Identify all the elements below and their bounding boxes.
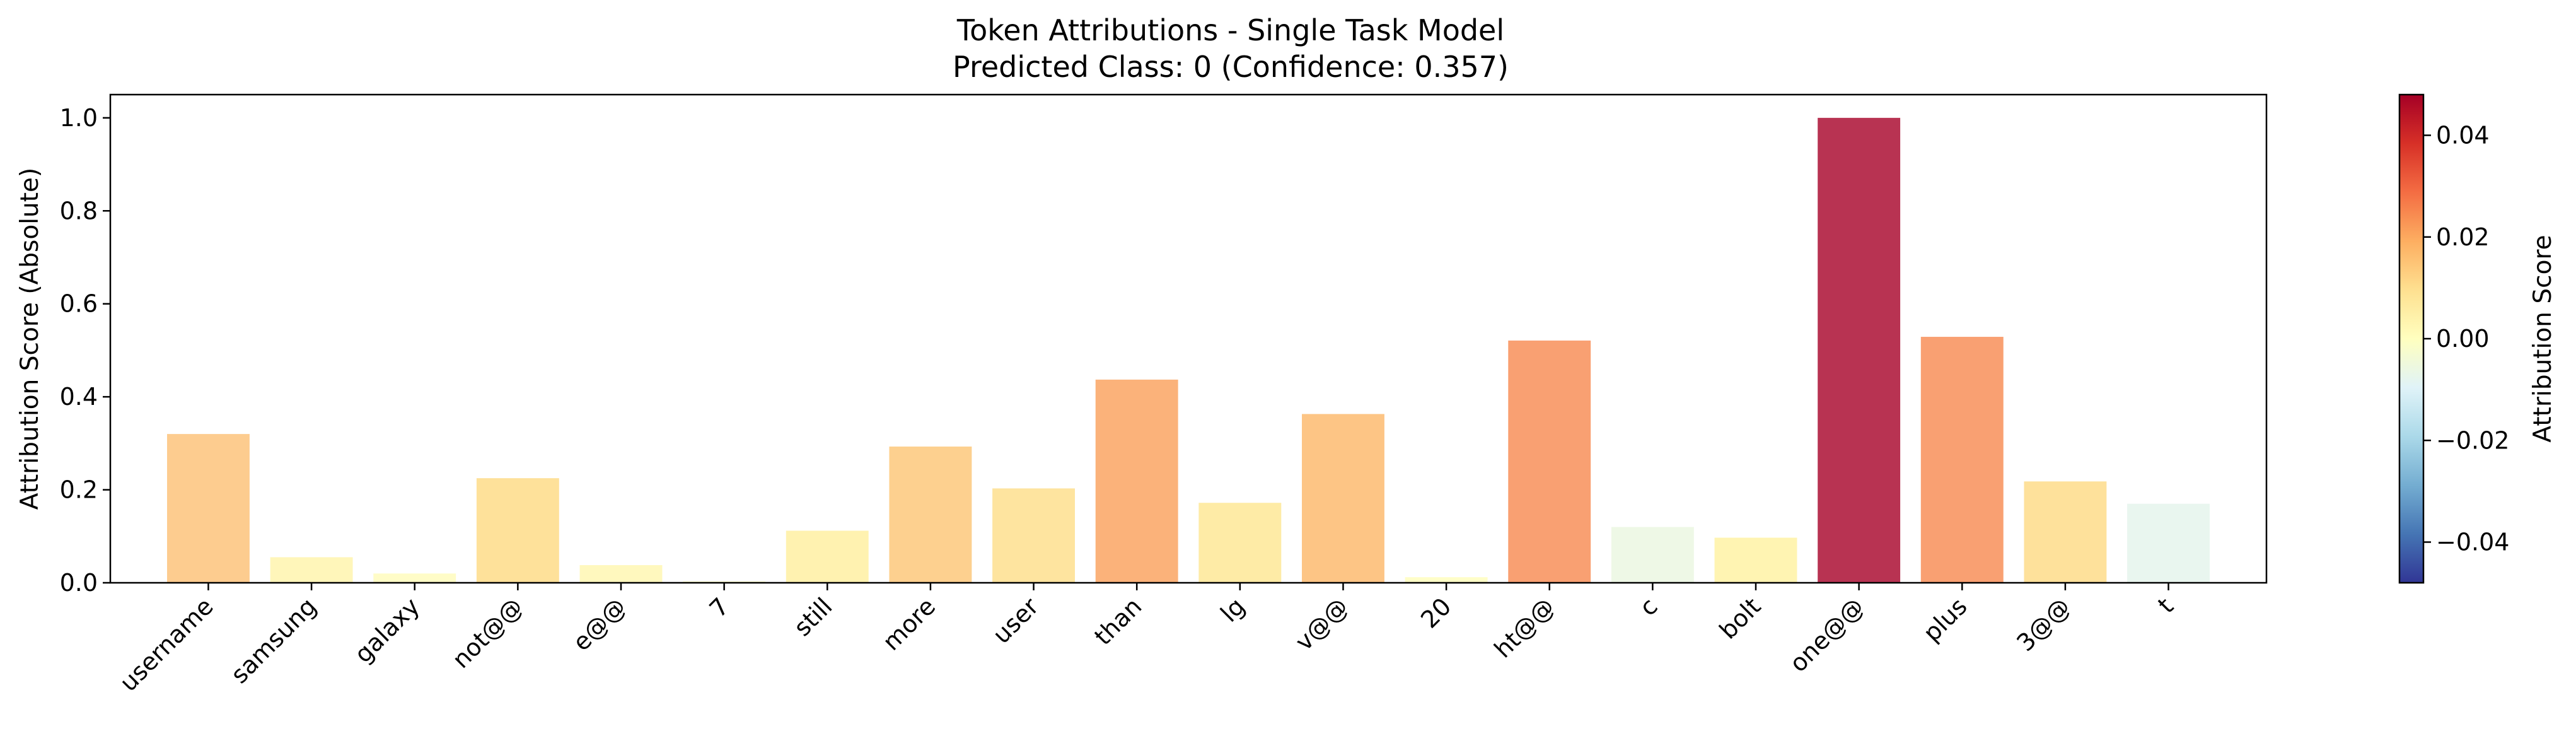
bar-0 [167, 434, 250, 583]
colorbar-label: Attribution Score [2529, 235, 2557, 442]
y-tick-label: 1.0 [60, 104, 98, 132]
colorbar-ticks: 0.04 0.02 0.00 −0.02 −0.04 [2423, 122, 2509, 556]
x-tick-label: not@@ [447, 592, 528, 674]
bar-11 [1302, 414, 1384, 583]
x-tick-label: c [1634, 592, 1663, 621]
bar-12 [1405, 577, 1488, 583]
bar-10 [1198, 503, 1282, 583]
bar-8 [992, 488, 1075, 583]
bar-15 [1714, 537, 1797, 583]
bar-1 [270, 557, 353, 583]
x-tick-label: ht@@ [1489, 592, 1560, 663]
x-tick-label: lg [1215, 592, 1251, 628]
x-tick-label: t [2152, 592, 2179, 619]
y-tick-label: 0.2 [60, 476, 98, 504]
x-tick-label: samsung [226, 592, 322, 689]
bar-3 [476, 478, 559, 583]
colorbar: 0.04 0.02 0.00 −0.02 −0.04 Attribution Score [2398, 93, 2557, 584]
bar-13 [1508, 340, 1591, 583]
y-axis-label: Attribution Score (Absolute) [16, 168, 44, 510]
plot-frame [109, 93, 2268, 584]
y-tick-label: 0.0 [60, 569, 98, 597]
x-tick-label: still [789, 592, 838, 641]
bar-4 [579, 564, 663, 583]
bars-group [167, 117, 2210, 583]
x-tick-label: galaxy [349, 592, 425, 668]
x-tick-label: one@@ [1784, 592, 1869, 677]
x-tick-label: username [114, 592, 218, 696]
x-tick-label: more [878, 592, 941, 656]
x-tick-label: user [987, 592, 1044, 649]
colorbar-gradient [2398, 93, 2425, 584]
chart-title: Token Attributions - Single Task Model [956, 13, 1504, 47]
colorbar-tick-label: −0.02 [2436, 426, 2509, 454]
chart-subtitle: Predicted Class: 0 (Confidence: 0.357) [953, 50, 1509, 84]
x-tick-label: 7 [704, 592, 734, 623]
bar-6 [786, 530, 869, 583]
bar-19 [2127, 503, 2210, 583]
x-tick-label: than [1089, 592, 1147, 650]
y-axis-ticks: 0.0 0.2 0.4 0.6 0.8 1.0 [60, 104, 110, 597]
colorbar-tick-label: 0.02 [2436, 223, 2490, 251]
y-tick-label: 0.4 [60, 383, 98, 411]
colorbar-tick-label: 0.04 [2436, 122, 2490, 149]
x-tick-label: plus [1918, 592, 1973, 647]
x-tick-label: 20 [1415, 592, 1456, 633]
bar-2 [373, 573, 456, 583]
x-tick-label: 3@@ [2011, 592, 2075, 657]
colorbar-tick-label: 0.00 [2436, 325, 2490, 353]
bar-16 [1818, 117, 1901, 583]
bar-18 [2024, 481, 2107, 583]
y-tick-label: 0.8 [60, 197, 98, 225]
bar-17 [1920, 337, 2004, 583]
colorbar-tick-label: −0.04 [2436, 529, 2509, 556]
bar-14 [1611, 527, 1694, 583]
bar-9 [1095, 379, 1178, 583]
y-tick-label: 0.6 [60, 290, 98, 318]
x-tick-label: v@@ [1290, 592, 1354, 656]
x-tick-label: e@@ [567, 592, 631, 656]
x-tick-label: bolt [1714, 592, 1767, 645]
x-axis-ticks: username samsung galaxy not@@ e@@ 7 still more u… [114, 583, 2179, 697]
bar-7 [889, 447, 972, 583]
